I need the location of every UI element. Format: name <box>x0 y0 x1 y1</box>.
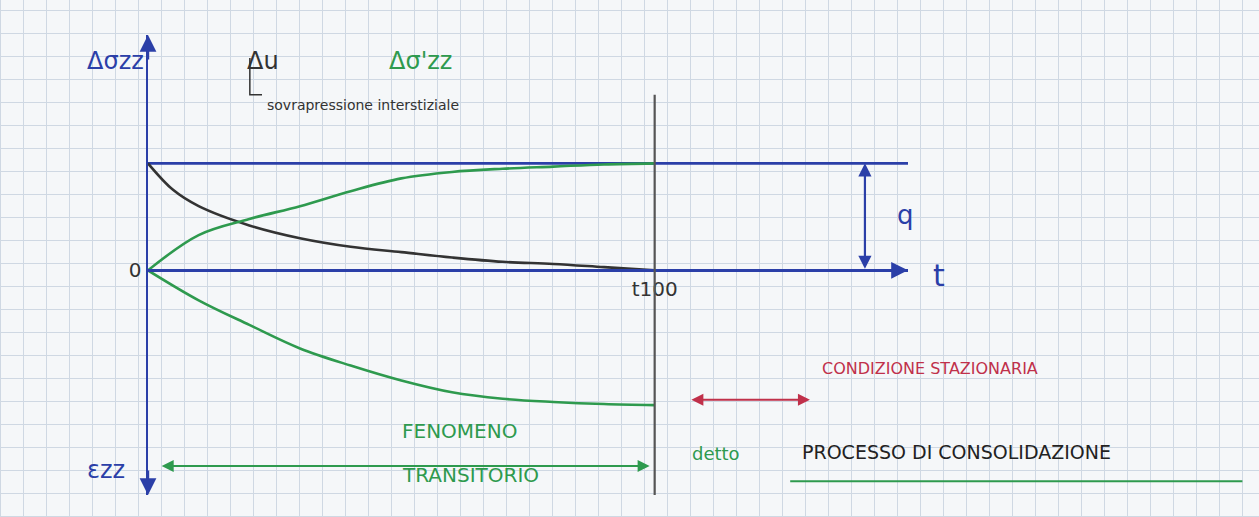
svg-text:Δσ'zz: Δσ'zz <box>389 47 452 75</box>
svg-text:εzz: εzz <box>87 456 125 484</box>
svg-text:FENOMENO: FENOMENO <box>402 419 517 443</box>
svg-text:t100: t100 <box>632 277 678 301</box>
svg-text:detto: detto <box>692 443 740 464</box>
svg-text:CONDIZIONE STAZIONARIA: CONDIZIONE STAZIONARIA <box>822 359 1038 378</box>
svg-text:Δσzz: Δσzz <box>87 47 144 75</box>
svg-text:sovrapressione interstiziale: sovrapressione interstiziale <box>267 97 459 113</box>
svg-text:PROCESSO DI CONSOLIDAZIONE: PROCESSO DI CONSOLIDAZIONE <box>802 441 1111 463</box>
svg-text:TRANSITORIO: TRANSITORIO <box>402 463 539 487</box>
svg-text:q: q <box>897 200 914 230</box>
svg-text:t: t <box>933 258 945 293</box>
svg-text:Δu: Δu <box>247 47 279 75</box>
svg-text:0: 0 <box>129 258 142 282</box>
